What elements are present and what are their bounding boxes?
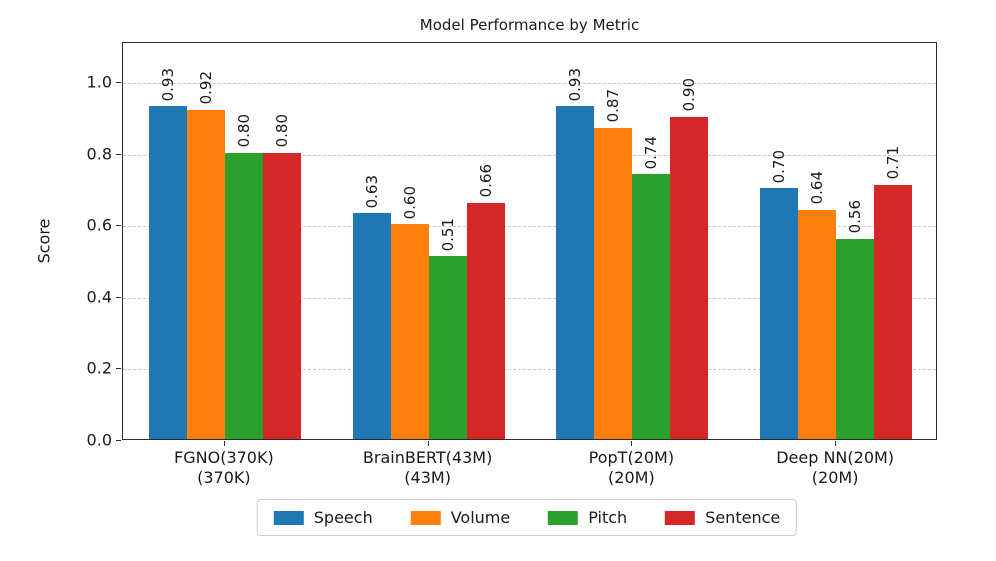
bar-value-label: 0.70 [770,150,789,184]
bar-sentence-4 [874,184,913,439]
chart-title: Model Performance by Metric [419,16,640,34]
bar-volume-2 [390,224,429,439]
gridline [123,226,936,228]
bar-value-label: 0.87 [604,89,623,123]
x-tick-mark [631,441,633,446]
bar-volume-4 [798,209,837,439]
x-tick-mark [223,441,225,446]
x-tick-label-line1: FGNO(370K) [174,448,274,467]
bar-pitch-1 [224,152,263,439]
legend-label: Speech [313,508,373,527]
y-tick-mark [116,440,121,441]
y-tick-mark [116,296,121,298]
legend-entry-speech: Speech [273,508,373,527]
bar-value-label: 0.60 [400,185,419,220]
bar-value-label: 0.51 [438,218,457,252]
bar-volume-3 [594,127,633,439]
x-tick-label-line2: (20M) [608,468,655,487]
legend-swatch-volume [410,510,441,525]
y-tick-label: 0.8 [86,144,112,164]
bar-value-label: 0.90 [680,78,699,112]
bar-pitch-4 [836,238,875,439]
bar-pitch-2 [428,256,467,439]
legend-swatch-sentence [665,510,696,525]
bar-value-label: 0.74 [642,135,661,170]
bar-speech-3 [556,106,595,439]
y-tick-label: 0.4 [86,287,112,307]
gridline [123,83,936,84]
y-tick-label: 0.2 [86,358,112,378]
x-tick-label-line2: (20M) [811,468,859,487]
bar-volume-1 [186,109,225,439]
legend-swatch-speech [273,510,304,525]
bar-sentence-1 [262,152,301,439]
bar-sentence-3 [670,116,709,439]
gridline [123,369,936,371]
y-tick-mark [116,153,121,155]
legend-entry-volume: Volume [410,508,511,527]
bar-value-label: 0.64 [808,171,827,205]
bar-value-label: 0.56 [846,200,865,234]
bar-sentence-2 [466,202,505,439]
bar-value-label: 0.66 [476,164,495,198]
bar-value-label: 0.80 [272,114,291,148]
bar-value-label: 0.71 [884,146,903,180]
bar-value-label: 0.80 [234,114,253,148]
x-tick-label-line1: BrainBERT(43M) [362,448,493,467]
x-tick-label: BrainBERT(43M) (43M) [318,448,538,488]
y-tick-label: 0.6 [86,215,112,235]
bar-value-label: 0.93 [566,67,585,102]
bar-speech-2 [352,213,391,439]
x-tick-label-line2: (43M) [404,468,451,487]
y-tick-mark [116,225,121,227]
x-tick-label-line2: (370K) [197,468,251,487]
y-tick-mark [116,368,121,370]
bar-speech-4 [760,188,799,439]
bar-pitch-3 [632,174,671,439]
legend-entry-sentence: Sentence [665,508,780,527]
y-axis-label: Score [34,218,54,264]
y-tick-label: 1.0 [86,72,112,92]
gridline [123,154,936,156]
plot-area: 0.93 0.92 0.80 0.80 0.63 0.60 0.51 0.66 0.93 0.87… [122,42,937,440]
gridline [123,297,936,299]
y-tick-label: 0.0 [86,430,112,450]
x-tick-label: PopT(20M) (20M) [521,448,741,488]
y-tick-mark [116,82,121,83]
legend-entry-pitch: Pitch [548,508,627,527]
bar-value-label: 0.63 [362,175,381,209]
legend-label: Volume [450,508,511,527]
x-tick-label: FGNO(370K) (370K) [114,448,334,488]
legend: Speech Volume Pitch Sentence [256,499,798,536]
legend-swatch-pitch [548,510,579,525]
legend-label: Sentence [705,508,781,527]
bar-value-label: 0.93 [158,67,177,102]
x-tick-mark [835,441,837,446]
legend-label: Pitch [588,508,628,527]
bar-value-label: 0.92 [196,71,215,105]
x-tick-label: Deep NN(20M) (20M) [725,448,945,488]
bar-speech-1 [148,106,187,439]
x-tick-label-line1: Deep NN(20M) [776,448,895,467]
x-tick-label-line1: PopT(20M) [588,448,675,467]
x-tick-mark [427,441,429,446]
